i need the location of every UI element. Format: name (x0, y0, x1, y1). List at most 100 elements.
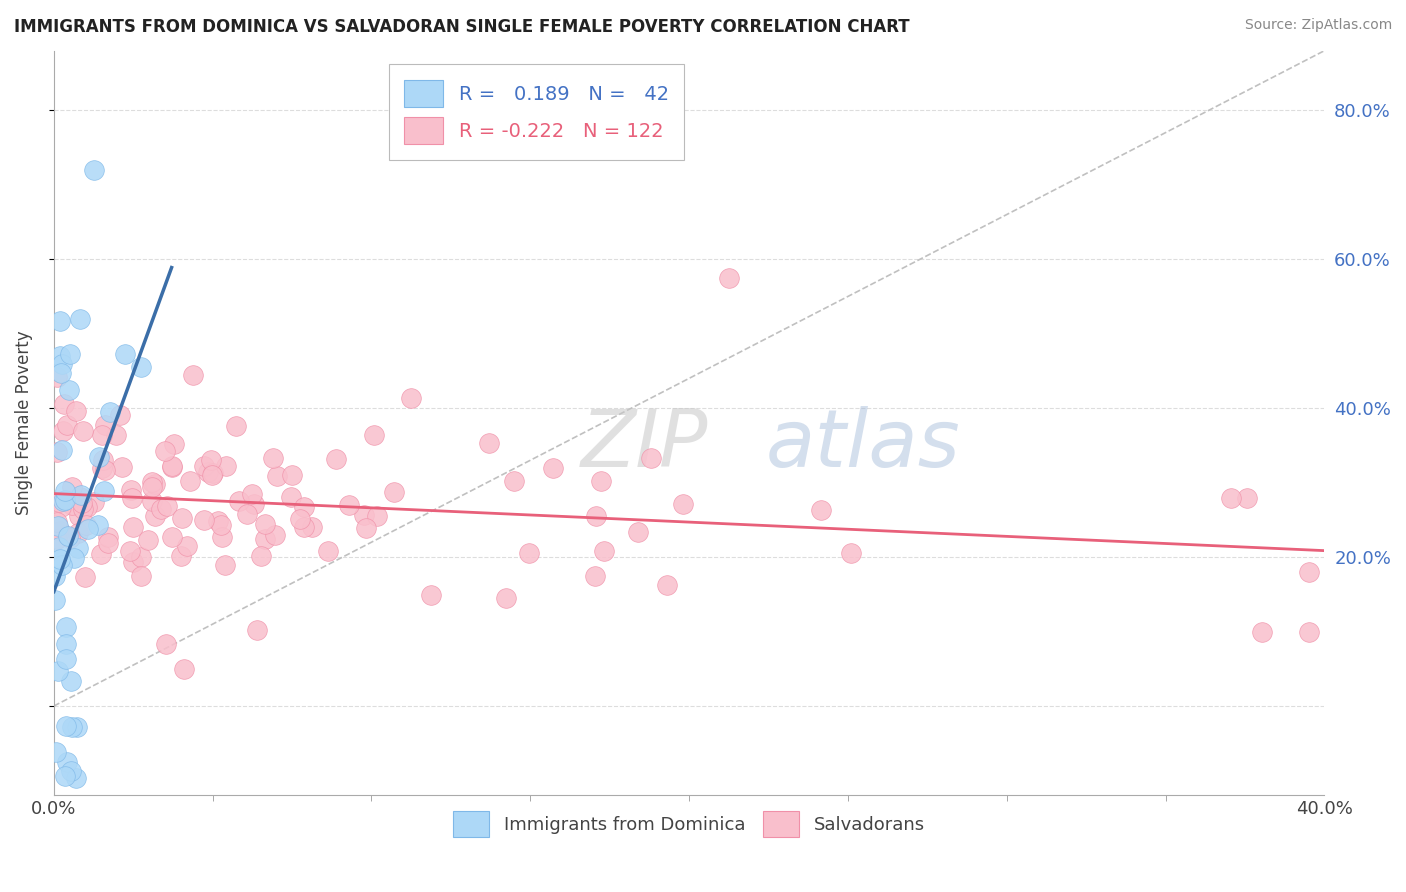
Point (110, 409, 132, 423)
Point (366, 509, 388, 524)
Point (76, 522, 98, 536)
Point (179, 474, 201, 488)
Point (51, 424, 73, 438)
Point (60, 498, 83, 512)
Point (129, 549, 152, 564)
Point (382, 485, 405, 500)
Text: atlas: atlas (765, 407, 960, 484)
Y-axis label: Single Female Poverty: Single Female Poverty (15, 331, 32, 516)
Point (640, 450, 662, 465)
Point (93, 484, 115, 499)
Point (49, 524, 72, 538)
Point (156, 499, 179, 513)
Point (209, 517, 232, 532)
Point (59, 673, 82, 688)
Point (627, 524, 650, 539)
Point (225, 419, 247, 434)
Point (51, 558, 73, 572)
Point (141, 475, 163, 489)
Point (72, 501, 94, 516)
Point (56, 529, 79, 543)
Point (122, 555, 145, 569)
Point (91, 452, 114, 467)
Point (585, 508, 607, 523)
Point (53, 492, 76, 507)
Point (593, 544, 616, 558)
Point (262, 450, 284, 465)
Point (46, 664, 69, 678)
Point (94, 462, 117, 476)
Point (325, 451, 347, 466)
Point (53, 483, 76, 498)
Point (91, 461, 114, 475)
Point (250, 549, 273, 564)
Point (288, 511, 311, 525)
Point (49, 551, 72, 566)
Point (316, 544, 339, 558)
Point (118, 544, 141, 558)
Point (243, 496, 266, 510)
Point (150, 502, 173, 516)
Point (170, 549, 193, 563)
Point (228, 493, 250, 508)
Point (44, 568, 66, 582)
Point (236, 507, 259, 521)
Point (810, 503, 832, 517)
Point (201, 467, 224, 482)
Point (478, 436, 501, 450)
Point (193, 458, 215, 473)
Point (60, 764, 83, 778)
Point (173, 662, 195, 676)
Point (657, 577, 679, 591)
Point (337, 498, 360, 512)
Point (1220, 491, 1243, 505)
Point (87, 450, 110, 464)
Point (292, 500, 315, 515)
Point (66, 720, 89, 734)
Point (105, 427, 128, 442)
Point (215, 458, 238, 473)
Point (55, 637, 77, 651)
Point (143, 476, 166, 491)
Text: IMMIGRANTS FROM DOMINICA VS SALVADORAN SINGLE FEMALE POVERTY CORRELATION CHART: IMMIGRANTS FROM DOMINICA VS SALVADORAN S… (14, 18, 910, 36)
Point (59, 347, 82, 361)
Point (211, 531, 233, 545)
Point (94, 418, 117, 433)
Point (97, 536, 120, 550)
Point (541, 461, 564, 475)
Point (45, 445, 67, 459)
Point (66, 541, 89, 555)
Point (76, 500, 98, 514)
Point (583, 568, 606, 582)
Point (52, 494, 75, 508)
Point (143, 509, 166, 524)
Point (121, 520, 143, 534)
Point (495, 591, 517, 606)
Point (419, 588, 441, 602)
Point (503, 475, 526, 489)
Point (264, 528, 287, 542)
Point (153, 443, 176, 458)
Point (70, 496, 93, 510)
Text: ZIP: ZIP (581, 407, 709, 484)
Point (141, 494, 163, 508)
Point (63, 551, 86, 566)
Point (45, 746, 67, 760)
Point (45, 532, 67, 546)
Point (214, 558, 236, 572)
Point (1236, 491, 1258, 505)
Point (83, 495, 105, 509)
Point (75, 517, 97, 532)
Point (292, 520, 315, 534)
Point (591, 474, 613, 488)
Point (91, 427, 114, 442)
Point (73, 570, 96, 584)
Point (129, 569, 152, 583)
Point (363, 428, 385, 442)
Point (46, 515, 69, 529)
Point (136, 533, 159, 547)
Point (200, 452, 222, 467)
Point (354, 521, 377, 535)
Point (266, 469, 288, 483)
Point (87, 517, 110, 532)
